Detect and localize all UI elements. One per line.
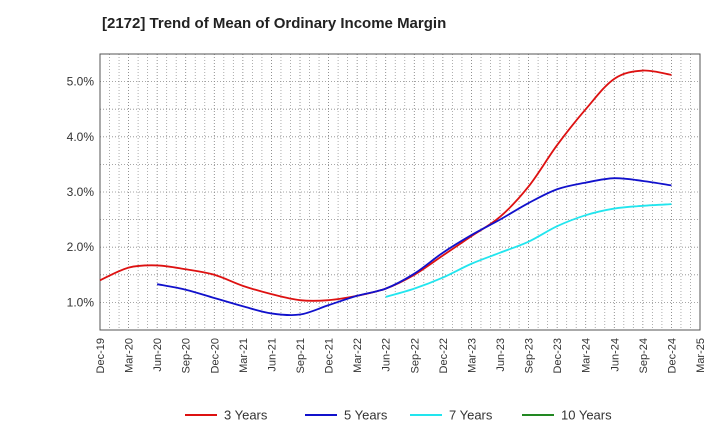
x-tick-label: Sep-22: [409, 338, 421, 373]
x-tick-label: Sep-20: [181, 338, 193, 373]
y-tick-label: 2.0%: [67, 240, 95, 254]
x-tick-label: Jun-21: [266, 338, 278, 372]
x-tick-label: Jun-23: [495, 338, 507, 372]
x-tick-label: Mar-24: [581, 338, 593, 373]
x-tick-label: Dec-21: [324, 338, 336, 373]
x-tick-label: Sep-23: [524, 338, 536, 373]
chart-title: [2172] Trend of Mean of Ordinary Income …: [102, 15, 447, 32]
y-tick-label: 4.0%: [67, 130, 95, 144]
legend-label-10-years: 10 Years: [561, 408, 612, 423]
x-tick-label: Dec-20: [209, 338, 221, 373]
legend-label-5-years: 5 Years: [344, 408, 388, 423]
series-line-7-years: [385, 203, 672, 298]
x-tick-label: Dec-23: [552, 338, 564, 373]
x-tick-label: Mar-22: [352, 338, 364, 373]
x-tick-label: Dec-22: [438, 338, 450, 373]
x-tick-label: Jun-20: [152, 338, 164, 372]
x-tick-label: Sep-24: [638, 338, 650, 373]
series-line-5-years: [156, 177, 672, 317]
plot-frame: [99, 53, 701, 331]
x-tick-label: Mar-21: [238, 338, 250, 373]
y-tick-label: 1.0%: [67, 295, 95, 309]
x-tick-label: Mar-25: [695, 338, 707, 373]
legend-label-3-years: 3 Years: [224, 408, 268, 423]
x-tick-label: Mar-20: [124, 338, 136, 373]
x-tick-label: Mar-23: [466, 338, 478, 373]
legend-label-7-years: 7 Years: [449, 408, 493, 423]
x-tick-label: Dec-24: [666, 338, 678, 373]
x-tick-label: Dec-19: [95, 338, 107, 373]
y-tick-label: 3.0%: [67, 185, 95, 199]
y-tick-label: 5.0%: [67, 75, 95, 89]
x-tick-label: Sep-21: [295, 338, 307, 373]
x-tick-label: Jun-22: [381, 338, 393, 372]
x-tick-label: Jun-24: [609, 338, 621, 372]
